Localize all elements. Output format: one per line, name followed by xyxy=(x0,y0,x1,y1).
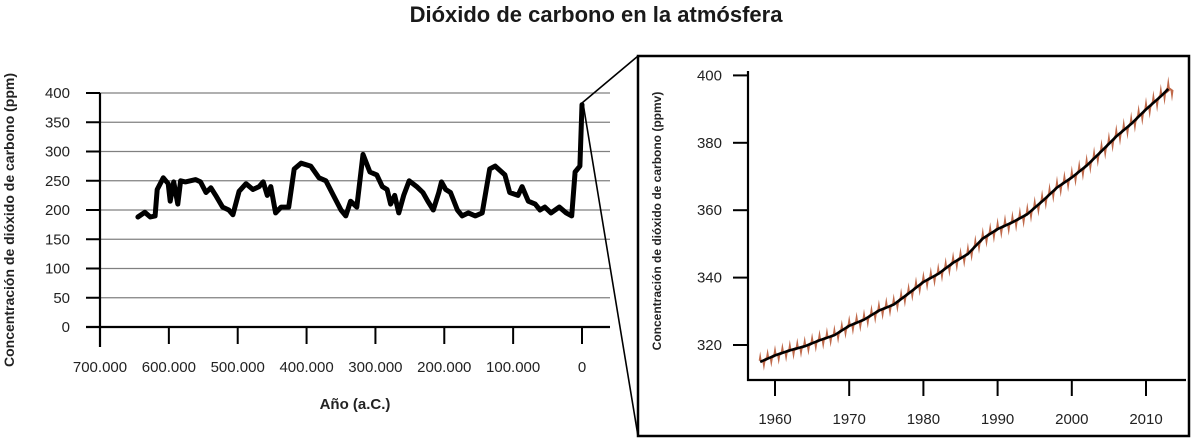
inset-y-axis-title: Concentración de dióxido de carbono (ppm… xyxy=(650,92,664,351)
main-x-tick-label: 500.000 xyxy=(211,359,265,376)
main-x-tick-label: 100.000 xyxy=(486,359,540,376)
inset-axes xyxy=(733,71,1186,396)
inset-y-tick-label: 320 xyxy=(697,337,722,354)
main-x-tick-label: 200.000 xyxy=(417,359,471,376)
main-gridlines xyxy=(100,92,610,299)
main-y-tick-labels: 0 50 100 150 200 250 300 350 400 xyxy=(45,85,70,336)
zoom-connector-bottom xyxy=(582,102,639,437)
inset-x-tick-labels: 1960 1970 1980 1990 2000 2010 xyxy=(758,411,1162,428)
inset-annual-mean-line xyxy=(759,87,1170,364)
inset-y-tick-labels: 320 340 360 380 400 xyxy=(697,67,722,354)
inset-y-tick-label: 360 xyxy=(697,202,722,219)
main-y-tick-label: 250 xyxy=(45,173,70,190)
main-y-tick-label: 100 xyxy=(45,261,70,278)
main-co2-line xyxy=(135,102,585,220)
inset-x-tick-label: 1960 xyxy=(758,411,791,428)
zoom-connector-top xyxy=(581,55,639,104)
main-y-tick-label: 50 xyxy=(53,290,70,307)
main-x-tick-label: 300.000 xyxy=(348,359,402,376)
main-y-axis-title: Concentración de dióxido de carbono (ppm… xyxy=(1,73,17,367)
main-y-tick-label: 150 xyxy=(45,231,70,248)
main-y-tick-label: 350 xyxy=(45,114,70,131)
chart-title: Dióxido de carbono en la atmósfera xyxy=(409,2,783,27)
inset-y-tick-label: 380 xyxy=(697,135,722,152)
inset-x-tick-label: 1990 xyxy=(981,411,1014,428)
inset-x-tick-label: 1970 xyxy=(833,411,866,428)
main-y-tick-label: 0 xyxy=(62,319,70,336)
main-y-tick-label: 300 xyxy=(45,144,70,161)
inset-x-tick-label: 2000 xyxy=(1055,411,1088,428)
main-axes xyxy=(86,92,610,347)
inset-y-tick-label: 400 xyxy=(697,67,722,84)
inset-x-tick-label: 1980 xyxy=(907,411,940,428)
main-x-tick-label: 600.000 xyxy=(142,359,196,376)
inset-y-tick-label: 340 xyxy=(697,270,722,287)
inset-x-tick-label: 2010 xyxy=(1129,411,1162,428)
main-x-tick-label: 700.000 xyxy=(73,359,127,376)
main-x-axis-title: Año (a.C.) xyxy=(320,396,391,413)
main-x-tick-label: 0 xyxy=(578,359,586,376)
main-x-tick-labels: 700.000 600.000 500.000 400.000 300.000 200.0… xyxy=(73,359,586,376)
main-y-tick-label: 400 xyxy=(45,85,70,102)
inset-frame xyxy=(636,54,1191,438)
main-x-tick-label: 400.000 xyxy=(279,359,333,376)
main-y-tick-label: 200 xyxy=(45,202,70,219)
